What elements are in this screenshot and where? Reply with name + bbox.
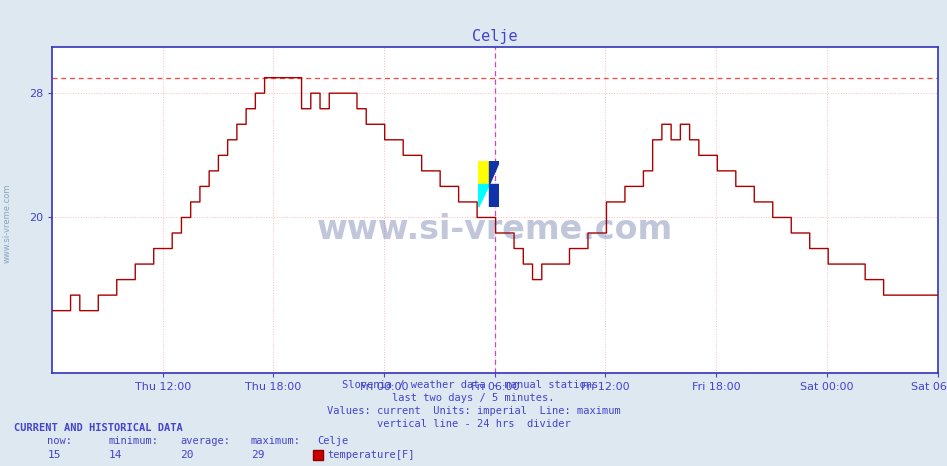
Text: 29: 29 bbox=[251, 450, 264, 459]
Text: maximum:: maximum: bbox=[251, 436, 301, 445]
Text: last two days / 5 minutes.: last two days / 5 minutes. bbox=[392, 393, 555, 403]
Text: Celje: Celje bbox=[317, 436, 348, 445]
Text: now:: now: bbox=[47, 436, 72, 445]
Text: 20: 20 bbox=[180, 450, 193, 459]
Text: www.si-vreme.com: www.si-vreme.com bbox=[316, 213, 673, 246]
Text: minimum:: minimum: bbox=[109, 436, 159, 445]
Text: average:: average: bbox=[180, 436, 230, 445]
Bar bbox=[478, 161, 489, 184]
Bar bbox=[489, 184, 499, 207]
Text: 14: 14 bbox=[109, 450, 122, 459]
Polygon shape bbox=[478, 184, 489, 207]
Title: Celje: Celje bbox=[472, 29, 518, 44]
Text: Slovenia / weather data - manual stations.: Slovenia / weather data - manual station… bbox=[342, 380, 605, 390]
Text: Values: current  Units: imperial  Line: maximum: Values: current Units: imperial Line: ma… bbox=[327, 406, 620, 416]
Text: www.si-vreme.com: www.si-vreme.com bbox=[3, 184, 12, 263]
Text: temperature[F]: temperature[F] bbox=[328, 450, 415, 459]
Text: CURRENT AND HISTORICAL DATA: CURRENT AND HISTORICAL DATA bbox=[14, 423, 183, 433]
Text: 15: 15 bbox=[47, 450, 61, 459]
Text: vertical line - 24 hrs  divider: vertical line - 24 hrs divider bbox=[377, 419, 570, 429]
Polygon shape bbox=[489, 161, 499, 184]
